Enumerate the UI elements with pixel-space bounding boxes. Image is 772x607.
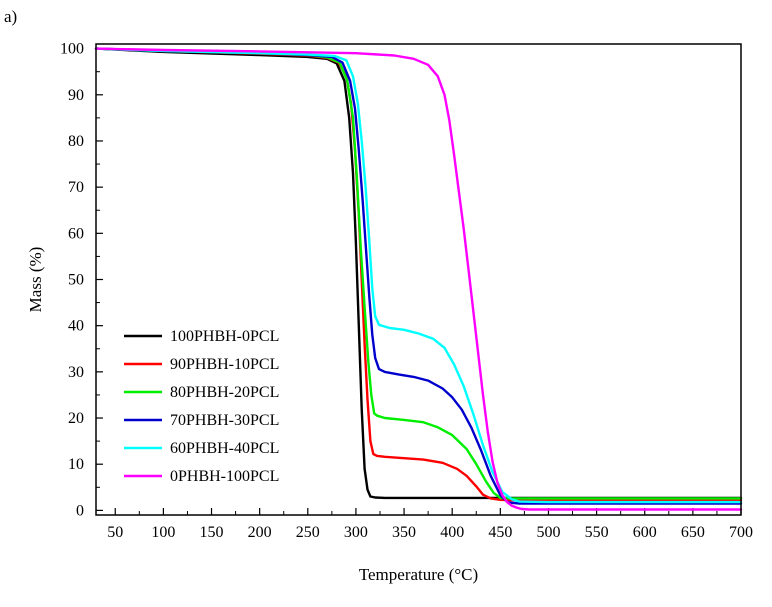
- y-tick-label: 30: [68, 364, 84, 381]
- legend-label-3: 80PHBH-20PCL: [170, 384, 279, 401]
- x-tick-label: 400: [440, 524, 464, 541]
- legend-label-1: 100PHBH-0PCL: [170, 328, 279, 345]
- y-tick-label: 90: [68, 87, 84, 104]
- axis-tick-labels: 50 100 150 200 250 300 350 400 450 500 550 600 650 70…: [60, 41, 753, 541]
- x-tick-label: 250: [296, 524, 320, 541]
- x-tick-label: 300: [344, 524, 368, 541]
- y-tick-label: 60: [68, 225, 84, 242]
- y-tick-label: 0: [76, 502, 84, 519]
- y-axis-title: Mass (%): [26, 247, 45, 313]
- x-tick-label: 200: [248, 524, 272, 541]
- legend-label-2: 90PHBH-10PCL: [170, 356, 279, 373]
- x-tick-label: 350: [392, 524, 416, 541]
- legend: 100PHBH-0PCL 90PHBH-10PCL 80PHBH-20PCL 70PH…: [124, 328, 279, 485]
- y-tick-label: 80: [68, 133, 84, 150]
- series-line-4: [94, 47, 743, 505]
- x-tick-label: 450: [488, 524, 512, 541]
- y-tick-label: 40: [68, 318, 84, 335]
- y-tick-label: 10: [68, 456, 84, 473]
- plot-frame: [95, 43, 742, 516]
- x-tick-label: 100: [151, 524, 175, 541]
- series-line-3: [94, 47, 743, 500]
- legend-label-4: 70PHBH-30PCL: [170, 412, 279, 429]
- y-tick-label: 100: [60, 41, 84, 58]
- y-tick-label: 20: [68, 410, 84, 427]
- legend-label-6: 0PHBH-100PCL: [170, 468, 279, 485]
- x-tick-label: 650: [681, 524, 705, 541]
- x-axis-title: Temperature (°C): [359, 565, 478, 584]
- x-tick-label: 150: [200, 524, 224, 541]
- data-series: [94, 47, 743, 511]
- x-tick-label: 600: [633, 524, 657, 541]
- legend-label-5: 60PHBH-40PCL: [170, 440, 279, 457]
- x-tick-label: 550: [585, 524, 609, 541]
- x-tick-label: 500: [536, 524, 560, 541]
- y-tick-label: 70: [68, 179, 84, 196]
- panel-label: a): [4, 7, 17, 26]
- series-line-6: [94, 47, 743, 511]
- x-tick-label: 50: [107, 524, 123, 541]
- series-line-5: [94, 47, 743, 504]
- x-tick-label: 700: [729, 524, 753, 541]
- y-tick-label: 50: [68, 272, 84, 289]
- series-line-1: [94, 47, 743, 500]
- series-line-2: [94, 47, 743, 502]
